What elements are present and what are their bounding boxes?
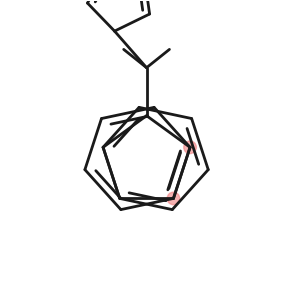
Circle shape [167, 192, 180, 205]
Circle shape [184, 141, 196, 154]
